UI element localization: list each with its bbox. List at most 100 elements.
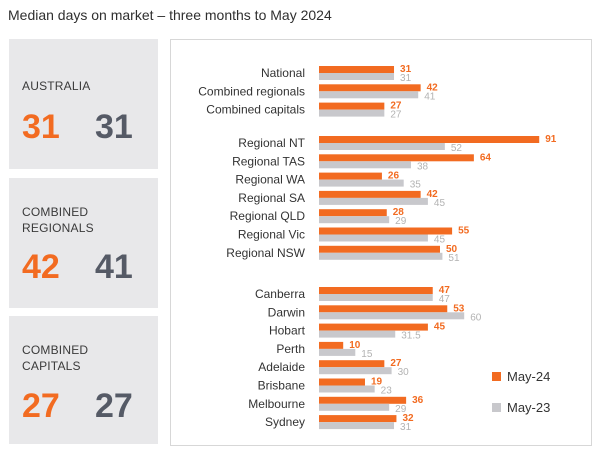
value-label-may24-regional-wa: 26 bbox=[388, 171, 400, 182]
bar-may24-sydney bbox=[319, 415, 397, 423]
bar-may23-darwin bbox=[319, 312, 465, 320]
value-label-may23-regional-tas: 38 bbox=[417, 161, 429, 172]
card-combined-capitals: COMBINED CAPITALS 27 27 bbox=[9, 316, 158, 444]
bar-may23-regional-wa bbox=[319, 179, 404, 187]
card-australia-label: AUSTRALIA bbox=[22, 79, 91, 93]
bar-may24-regional-vic bbox=[319, 227, 453, 235]
value-label-may23-sydney: 31 bbox=[400, 422, 412, 433]
value-label-may23-combined-capitals: 27 bbox=[390, 110, 402, 121]
bar-may24-regional-nt bbox=[319, 136, 540, 143]
category-label-adelaide: Adelaide bbox=[258, 360, 305, 374]
card-combined-regionals: COMBINED REGIONALS 42 41 bbox=[9, 178, 158, 308]
value-label-may24-melbourne: 36 bbox=[412, 395, 424, 406]
category-label-sydney: Sydney bbox=[265, 415, 305, 429]
bar-may23-brisbane bbox=[319, 385, 375, 393]
value-label-may24-adelaide: 27 bbox=[390, 358, 402, 369]
bar-may23-combined-regionals bbox=[319, 91, 419, 99]
value-label-may24-regional-vic: 55 bbox=[458, 226, 470, 237]
value-label-may24-regional-tas: 64 bbox=[480, 152, 492, 163]
bar-may24-canberra bbox=[319, 287, 433, 294]
value-label-may23-canberra: 47 bbox=[439, 294, 451, 305]
bar-may23-regional-vic bbox=[319, 234, 428, 242]
bar-may23-hobart bbox=[319, 330, 396, 338]
value-label-may24-combined-capitals: 27 bbox=[390, 101, 402, 112]
bar-may24-regional-wa bbox=[319, 172, 382, 180]
value-label-may24-regional-qld: 28 bbox=[393, 207, 405, 218]
category-label-regional-tas: Regional TAS bbox=[232, 154, 305, 168]
value-label-may23-brisbane: 23 bbox=[381, 386, 393, 397]
value-label-may24-hobart: 45 bbox=[434, 322, 446, 333]
category-label-regional-qld: Regional QLD bbox=[230, 209, 306, 223]
bar-may23-combined-capitals bbox=[319, 109, 385, 117]
card-australia-may23-value: 31 bbox=[95, 108, 133, 146]
card-regionals-label-line1: COMBINED bbox=[22, 205, 89, 219]
value-label-may24-regional-nt: 91 bbox=[545, 134, 557, 145]
value-label-may24-canberra: 47 bbox=[439, 285, 451, 296]
category-label-national: National bbox=[261, 66, 305, 80]
bar-may24-combined-capitals bbox=[319, 102, 385, 110]
category-label-regional-nt: Regional NT bbox=[238, 136, 305, 150]
value-label-may24-regional-sa: 42 bbox=[427, 189, 439, 200]
bar-may24-combined-regionals bbox=[319, 84, 421, 92]
bar-may24-regional-qld bbox=[319, 209, 387, 217]
card-australia: AUSTRALIA 31 31 bbox=[9, 39, 158, 169]
bar-may24-national bbox=[319, 66, 395, 73]
value-label-may23-regional-sa: 45 bbox=[434, 198, 446, 209]
value-label-may24-perth: 10 bbox=[349, 340, 361, 351]
value-label-may23-regional-wa: 35 bbox=[410, 180, 422, 191]
value-label-may23-regional-nt: 52 bbox=[451, 143, 463, 154]
category-label-brisbane: Brisbane bbox=[258, 379, 306, 393]
category-label-melbourne: Melbourne bbox=[248, 397, 305, 411]
bar-may24-hobart bbox=[319, 323, 428, 331]
category-label-perth: Perth bbox=[276, 342, 305, 356]
value-label-may23-adelaide: 30 bbox=[398, 367, 410, 378]
bar-may23-regional-qld bbox=[319, 216, 390, 224]
category-label-canberra: Canberra bbox=[255, 287, 305, 301]
bar-may23-regional-nsw bbox=[319, 252, 443, 260]
legend-swatch-may23 bbox=[492, 403, 501, 412]
bar-may23-perth bbox=[319, 348, 356, 356]
card-australia-may24-value: 31 bbox=[22, 108, 60, 146]
bar-may23-national bbox=[319, 73, 395, 80]
bar-may24-regional-nsw bbox=[319, 245, 440, 253]
bar-may24-perth bbox=[319, 341, 344, 349]
category-label-hobart: Hobart bbox=[269, 324, 306, 338]
bar-may23-regional-tas bbox=[319, 161, 411, 169]
value-label-may23-hobart: 31.5 bbox=[401, 331, 421, 342]
value-label-may24-combined-regionals: 42 bbox=[427, 82, 439, 93]
bar-may24-melbourne bbox=[319, 396, 407, 404]
bar-may23-regional-nt bbox=[319, 143, 445, 150]
bar-may23-sydney bbox=[319, 422, 395, 430]
card-regionals-label-line2: REGIONALS bbox=[22, 221, 94, 235]
legend-label-may23: May-23 bbox=[507, 400, 550, 415]
value-label-may23-perth: 15 bbox=[361, 349, 373, 360]
bar-may24-regional-tas bbox=[319, 154, 474, 162]
card-capitals-may23-value: 27 bbox=[95, 387, 133, 425]
value-label-may23-regional-vic: 45 bbox=[434, 235, 446, 246]
legend-label-may24: May-24 bbox=[507, 369, 550, 384]
value-label-may23-combined-regionals: 41 bbox=[424, 91, 436, 102]
card-regionals-may24-value: 42 bbox=[22, 248, 60, 286]
card-regionals-may23-value: 41 bbox=[95, 248, 133, 286]
category-label-darwin: Darwin bbox=[268, 305, 305, 319]
category-label-regional-vic: Regional Vic bbox=[238, 228, 305, 242]
value-label-may24-national: 31 bbox=[400, 64, 412, 75]
chart-panel: National 31 31 Combined regionals 42 41 Combin… bbox=[170, 39, 592, 446]
category-label-regional-nsw: Regional NSW bbox=[226, 246, 305, 260]
bar-may24-adelaide bbox=[319, 360, 385, 368]
value-label-may24-darwin: 53 bbox=[453, 303, 465, 314]
card-capitals-label-line2: CAPITALS bbox=[22, 359, 81, 373]
category-label-regional-sa: Regional SA bbox=[238, 191, 305, 205]
value-label-may23-national: 31 bbox=[400, 73, 412, 84]
bar-may23-canberra bbox=[319, 294, 433, 301]
value-label-may24-brisbane: 19 bbox=[371, 377, 383, 388]
card-capitals-label-line1: COMBINED bbox=[22, 343, 89, 357]
bar-may24-brisbane bbox=[319, 378, 365, 386]
value-label-may23-melbourne: 29 bbox=[395, 404, 407, 415]
value-label-may24-regional-nsw: 50 bbox=[446, 244, 458, 255]
legend-swatch-may24 bbox=[492, 372, 501, 381]
bar-may23-melbourne bbox=[319, 403, 390, 411]
value-label-may24-sydney: 32 bbox=[402, 413, 414, 424]
chart-title: Median days on market – three months to … bbox=[8, 7, 332, 23]
